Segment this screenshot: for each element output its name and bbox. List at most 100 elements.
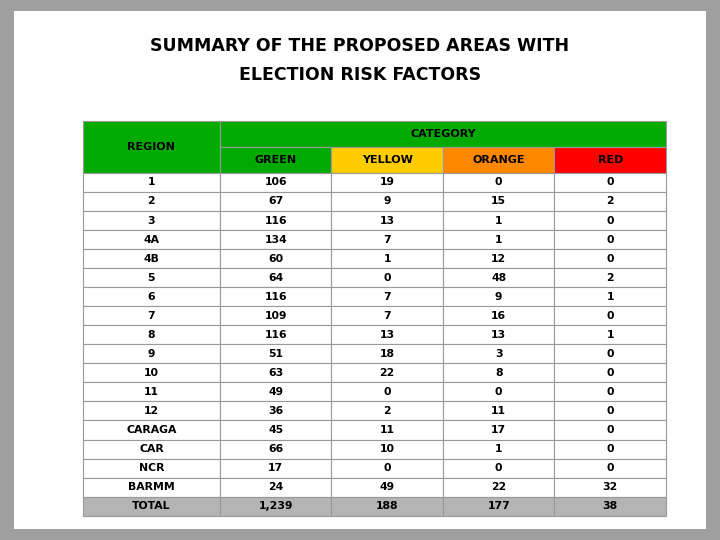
Text: 0: 0	[495, 463, 503, 473]
Bar	[554, 382, 666, 401]
Bar	[443, 363, 554, 382]
Text: 1,239: 1,239	[258, 501, 293, 511]
Bar	[83, 401, 220, 421]
Bar	[83, 122, 220, 173]
Bar	[443, 287, 554, 306]
Text: 134: 134	[264, 234, 287, 245]
Bar	[331, 211, 443, 230]
Text: 0: 0	[606, 425, 614, 435]
Bar	[554, 325, 666, 345]
Text: 48: 48	[491, 273, 506, 282]
Text: 11: 11	[379, 425, 395, 435]
Bar	[443, 192, 554, 211]
Bar	[220, 363, 331, 382]
Bar	[443, 497, 554, 516]
Bar	[220, 173, 331, 192]
Text: 0: 0	[606, 406, 614, 416]
Bar	[554, 458, 666, 477]
Bar	[220, 325, 331, 345]
Text: RED: RED	[598, 155, 623, 165]
Text: 1: 1	[384, 254, 391, 264]
Text: 67: 67	[268, 197, 284, 206]
Text: ORANGE: ORANGE	[472, 155, 525, 165]
Text: 0: 0	[384, 463, 391, 473]
Text: 1: 1	[495, 234, 503, 245]
Bar	[220, 306, 331, 325]
Bar	[331, 440, 443, 458]
Text: TOTAL: TOTAL	[132, 501, 171, 511]
Text: 49: 49	[379, 482, 395, 492]
Bar	[83, 363, 220, 382]
Bar	[331, 287, 443, 306]
Bar	[83, 325, 220, 345]
Text: 1: 1	[148, 178, 155, 187]
Bar	[443, 382, 554, 401]
Bar	[443, 306, 554, 325]
Bar	[554, 211, 666, 230]
Text: 0: 0	[606, 234, 614, 245]
Bar	[554, 249, 666, 268]
Text: 0: 0	[495, 387, 503, 397]
Text: 3: 3	[148, 215, 156, 226]
Bar	[554, 173, 666, 192]
Text: 1: 1	[495, 444, 503, 454]
Bar	[443, 268, 554, 287]
Text: 36: 36	[268, 406, 284, 416]
Bar	[554, 287, 666, 306]
Text: 106: 106	[264, 178, 287, 187]
Bar	[443, 173, 554, 192]
Bar	[443, 325, 554, 345]
Text: 7: 7	[384, 310, 391, 321]
Text: 15: 15	[491, 197, 506, 206]
Text: 4B: 4B	[143, 254, 159, 264]
Bar	[331, 147, 443, 173]
Bar	[83, 192, 220, 211]
Bar	[331, 230, 443, 249]
Bar	[331, 477, 443, 497]
Text: 116: 116	[264, 292, 287, 302]
Bar	[554, 497, 666, 516]
Bar	[554, 147, 666, 173]
Text: 0: 0	[606, 349, 614, 359]
Bar	[83, 287, 220, 306]
Bar	[331, 325, 443, 345]
Text: 2: 2	[148, 197, 156, 206]
Bar	[554, 440, 666, 458]
Bar	[554, 230, 666, 249]
Bar	[220, 287, 331, 306]
Text: 7: 7	[148, 310, 156, 321]
Bar	[554, 477, 666, 497]
Text: 12: 12	[144, 406, 159, 416]
Bar	[83, 421, 220, 440]
Bar	[331, 382, 443, 401]
Bar	[220, 345, 331, 363]
Bar	[554, 268, 666, 287]
Bar	[220, 458, 331, 477]
Text: CARAGA: CARAGA	[126, 425, 176, 435]
Text: NCR: NCR	[139, 463, 164, 473]
Text: 13: 13	[379, 330, 395, 340]
Text: 109: 109	[264, 310, 287, 321]
Text: 8: 8	[148, 330, 155, 340]
Bar	[83, 497, 220, 516]
Text: 0: 0	[384, 387, 391, 397]
Bar	[331, 345, 443, 363]
Text: 0: 0	[384, 273, 391, 282]
Text: 8: 8	[495, 368, 503, 378]
Bar	[83, 458, 220, 477]
Text: 1: 1	[495, 215, 503, 226]
Bar	[83, 345, 220, 363]
Bar	[220, 421, 331, 440]
Bar	[331, 401, 443, 421]
Text: 64: 64	[268, 273, 284, 282]
Text: 5: 5	[148, 273, 155, 282]
Bar	[331, 363, 443, 382]
Text: GREEN: GREEN	[255, 155, 297, 165]
Text: 11: 11	[491, 406, 506, 416]
Text: 0: 0	[606, 215, 614, 226]
Text: 188: 188	[376, 501, 398, 511]
Text: 0: 0	[606, 254, 614, 264]
Bar	[220, 230, 331, 249]
Text: CAR: CAR	[139, 444, 163, 454]
Text: 19: 19	[379, 178, 395, 187]
